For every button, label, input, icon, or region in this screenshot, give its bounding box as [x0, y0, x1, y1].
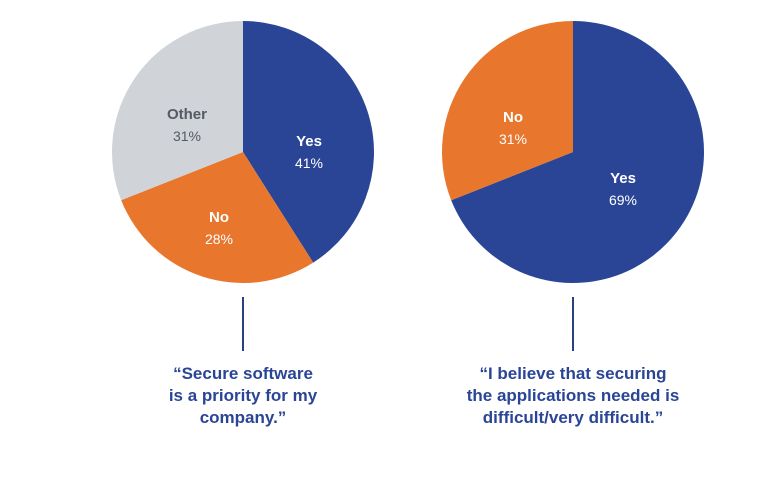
caption-securing-difficulty: “I believe that securing the application… — [428, 363, 718, 429]
slice-value-yes: 69% — [609, 192, 637, 208]
slice-label-yes: Yes — [296, 133, 322, 150]
caption-line: difficult/very difficult.” — [482, 408, 664, 427]
pie-chart-software-priority: Yes 41% No 28% Other 31% — [111, 21, 375, 283]
slice-label-no: No — [209, 209, 229, 226]
slice-value-yes: 41% — [295, 155, 323, 171]
pie-slice-no — [121, 152, 314, 283]
pie-slice-yes — [243, 21, 375, 263]
caption-connector-right — [572, 297, 574, 351]
slice-label-other: Other — [167, 106, 207, 123]
slice-value-no: 31% — [499, 131, 527, 147]
slice-value-other: 31% — [173, 128, 201, 144]
pie-slice-yes — [451, 21, 705, 283]
caption-software-priority: “Secure software is a priority for my co… — [113, 363, 373, 429]
caption-connector-left — [242, 297, 244, 351]
slice-value-no: 28% — [205, 231, 233, 247]
pie-slice-no — [441, 21, 573, 201]
slice-label-no: No — [503, 109, 523, 126]
slice-label-yes: Yes — [610, 170, 636, 187]
caption-line: “Secure software — [173, 364, 313, 383]
caption-line: “I believe that securing — [479, 364, 667, 383]
pie-chart-securing-difficulty: Yes 69% No 31% — [441, 21, 705, 283]
pie-slice-other — [111, 21, 243, 201]
caption-line: company.” — [199, 408, 287, 427]
caption-line: is a priority for my — [168, 386, 318, 405]
caption-line: the applications needed is — [466, 386, 680, 405]
